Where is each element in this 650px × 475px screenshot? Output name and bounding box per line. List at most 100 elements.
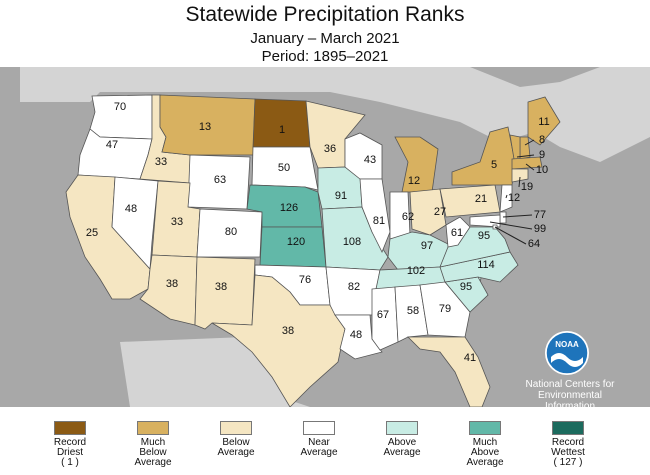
noaa-logo: NOAA [545, 331, 589, 375]
noaa-wave-icon [551, 353, 583, 367]
legend-swatch [552, 421, 584, 435]
rank-label-tx: 38 [282, 325, 294, 337]
leader-line-md [489, 221, 533, 230]
legend-item-near: Near Average [279, 415, 359, 458]
mexico-land [120, 337, 310, 407]
rank-label-ia: 91 [335, 190, 347, 202]
legend-label: Much [140, 437, 166, 448]
legend-label: ( 127 ) [553, 457, 583, 468]
legend-swatch [303, 421, 335, 435]
rank-label-sd: 50 [278, 162, 290, 174]
legend-item-record-wettest: Record Wettest( 127 ) [528, 415, 608, 468]
rank-label-me: 11 [538, 116, 549, 128]
legend-label: Average [466, 457, 504, 468]
rank-label-md: 99 [534, 223, 546, 235]
legend-label: Average [217, 447, 255, 458]
rank-label-ut: 33 [171, 216, 183, 228]
precipitation-map: 70 47 25 33 48 13 63 33 38 80 38 1 50 126 120 76 38 36 91 1… [0, 67, 650, 422]
rank-label-sc: 95 [460, 281, 472, 293]
legend-label: Much [472, 437, 498, 448]
ncei-credit: National Centers for Environmental Infor… [520, 379, 620, 423]
rank-label-ky: 97 [421, 240, 433, 252]
rank-label-nv: 48 [125, 203, 137, 215]
rank-label-ar: 82 [348, 281, 360, 293]
state-ny [451, 126, 516, 186]
legend-item-much-above: Much Above Average [445, 415, 525, 468]
leader-line-dc [494, 226, 527, 245]
state-me [527, 96, 561, 146]
rank-label-mt: 13 [199, 121, 211, 133]
rank-label-va: 95 [478, 230, 490, 242]
noaa-emblem: NOAA [545, 331, 589, 375]
rank-label-nh: 8 [539, 134, 545, 146]
legend-label: Above [470, 447, 500, 458]
leader-line-nj [505, 194, 508, 199]
leader-line-vt [516, 154, 535, 158]
state-fl [407, 336, 491, 407]
rank-label-fl: 41 [464, 352, 476, 364]
legend-label: Record [53, 437, 87, 448]
legend-label: Near [308, 437, 330, 448]
rank-label-az: 38 [166, 278, 178, 290]
credit-date: Tue Apr 6 2021 [542, 413, 598, 422]
rank-label-mo: 108 [343, 236, 361, 248]
rank-label-nm: 38 [215, 281, 227, 293]
legend-item-much-below: Much Below Average [113, 415, 193, 468]
legend-label: Average [383, 447, 421, 458]
rank-label-mi: 12 [408, 175, 420, 187]
rank-label-nc: 114 [477, 259, 495, 271]
rank-labels: 7047253348136333388038150126120763836911… [86, 101, 550, 364]
state-de [499, 211, 507, 224]
legend-label: Below [139, 447, 167, 458]
state-sd [251, 146, 319, 191]
rank-label-mn: 36 [324, 143, 336, 155]
state-tx [211, 274, 346, 407]
map-svg: 7047253348136333388038150126120763836911… [20, 67, 650, 407]
legend-label: ( 1 ) [61, 457, 79, 468]
legend-label: Above [387, 437, 417, 448]
noaa-ring [545, 331, 589, 375]
leader-line-de [502, 214, 533, 218]
legend-label: Driest [56, 447, 84, 458]
legend-swatch [137, 421, 169, 435]
state-shapes [65, 94, 561, 407]
leader-line-nh [524, 139, 535, 146]
map-title: Statewide Precipitation Ranks [185, 3, 465, 26]
legend-label: Record [551, 437, 585, 448]
rank-label-wi: 43 [364, 154, 376, 166]
state-ga [419, 281, 471, 338]
rank-label-dc: 64 [528, 238, 540, 250]
legend-label: Average [134, 457, 172, 468]
rank-label-la: 48 [350, 329, 362, 341]
rank-label-pa: 21 [475, 193, 487, 205]
rank-label-vt: 9 [539, 149, 545, 161]
state-md [469, 214, 501, 228]
state-wv [445, 216, 471, 248]
credit-line-3: Information [544, 401, 596, 412]
legend: Record Driest( 1 ) Much Below Average Below Av… [0, 415, 650, 475]
state-ma [511, 156, 543, 170]
legend-swatch [54, 421, 86, 435]
rank-label-ne: 126 [280, 202, 298, 214]
state-il [359, 178, 391, 253]
state-nm [194, 256, 256, 330]
legend-swatch [469, 421, 501, 435]
rank-label-wy: 63 [214, 174, 226, 186]
state-pa [439, 184, 501, 218]
legend-swatch [220, 421, 252, 435]
rank-label-de: 77 [534, 209, 546, 221]
legend-item-above: Above Average [362, 415, 442, 458]
rank-label-nd: 1 [279, 124, 285, 136]
leader-lines [489, 139, 535, 245]
legend-label: Wettest [551, 447, 585, 458]
state-ct [511, 168, 529, 183]
rank-label-ok: 76 [299, 274, 311, 286]
map-subtitle: January – March 2021 [250, 30, 400, 47]
state-co [196, 208, 263, 258]
credit-line-2: Environmental [538, 390, 602, 401]
state-oh [409, 188, 447, 236]
legend-item-below: Below Average [196, 415, 276, 458]
legend-label: Average [300, 447, 338, 458]
leader-line-ct [518, 176, 521, 188]
